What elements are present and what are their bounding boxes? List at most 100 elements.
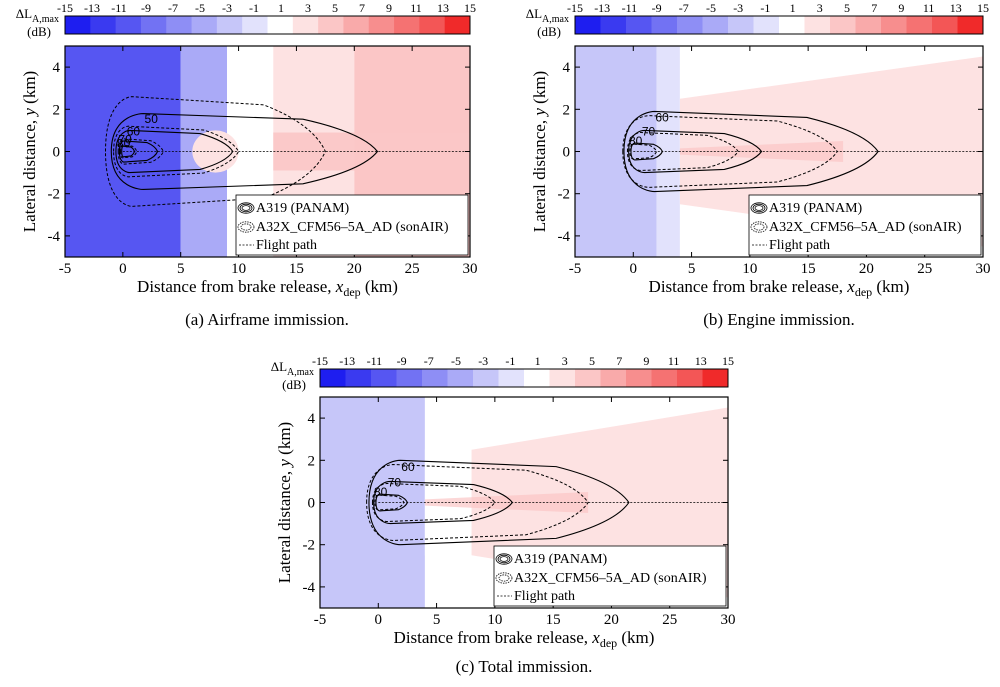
x-tick-label: 20 [859,261,874,277]
colorbar-tick-label: 13 [950,1,962,15]
colorbar-title: ΔLA,max [526,6,569,25]
colorbar-tick-label: -9 [141,1,151,15]
x-tick-label: 30 [976,261,991,277]
legend-swatch-panam [239,203,253,213]
y-axis-label: Lateral distance, y (km) [530,71,549,232]
y-tick-label: -4 [558,229,571,245]
colorbar-frame [319,368,729,388]
panel-caption: (c) Total immission. [456,657,593,676]
y-tick-label: -2 [558,187,571,203]
panel-caption: (a) Airframe immission. [185,310,349,329]
colorbar-tick-label: 15 [464,1,476,15]
colorbar-tick-label: 5 [844,1,850,15]
colorbar-bin [575,16,601,34]
colorbar-tick-label: -11 [622,1,638,15]
x-tick-label: 30 [463,261,478,277]
legend-swatch-panam [752,203,766,213]
colorbar-tick-label: -5 [451,354,461,368]
legend-entry-sonair: A32X_CFM56–5A_AD (sonAIR) [769,220,962,235]
contour-label: 80 [629,134,643,148]
colorbar-unit: (dB) [282,377,306,392]
colorbar-tick-label: -9 [397,354,407,368]
colorbar-tick-label: 3 [305,1,311,15]
sonair-contour [104,96,326,207]
legend-swatch-sonair [498,574,510,582]
sonair-contour [120,144,138,159]
colorbar-bin [368,16,395,34]
colorbar-bin [626,369,652,387]
legend-frame [748,194,982,256]
colorbar-tick-label: -9 [652,1,662,15]
colorbar-tick-label: 1 [790,1,796,15]
colorbar-tick-label: -7 [168,1,178,15]
colorbar-bin [957,16,984,34]
x-tick-label: -5 [314,612,327,628]
legend-swatch-panam [495,553,513,565]
legend-swatch-panam [497,554,511,564]
colorbar-bin [549,369,576,387]
colorbar-bin [216,16,243,34]
colorbar-bin [651,369,678,387]
colorbar-tick-label: -3 [733,1,743,15]
colorbar-tick-label: 11 [668,354,680,368]
y-tick-label: 4 [308,411,316,427]
colorbar-tick-label: -1 [249,1,259,15]
colorbar-bin [422,369,448,387]
colorbar-bin [728,16,754,34]
x-tick-label: -5 [569,261,582,277]
colorbar-tick-label: 3 [562,354,568,368]
colorbar-bin [90,16,117,34]
x-tick-label: 25 [662,612,677,628]
colorbar-bin [115,16,142,34]
colorbar-bin [804,16,831,34]
contour-label: 60 [655,110,669,124]
colorbar-tick-label: -15 [312,354,328,368]
colorbar-tick-label: -5 [706,1,716,15]
colorbar-tick-label: 7 [359,1,365,15]
sonair-contour [366,464,589,541]
x-axis-label: Distance from brake release, xdep (km) [649,277,910,299]
colorbar-bin [473,369,499,387]
y-tick-label: 2 [308,453,316,469]
panam-contour [118,140,159,163]
colorbar-bin [292,16,319,34]
colorbar-tick-label: 15 [977,1,989,15]
x-tick-label: 10 [487,612,502,628]
x-tick-label: -5 [59,261,72,277]
colorbar-tick-label: -1 [505,354,515,368]
colorbar-bin [677,369,703,387]
colorbar-bin [702,369,729,387]
y-tick-label: -2 [303,538,316,554]
panel-caption: (b) Engine immission. [703,310,855,329]
x-tick-label: 30 [721,612,736,628]
colorbar-bin [626,16,652,34]
legend-swatch-sonair [753,223,765,231]
legend-swatch-panam [754,205,764,211]
y-tick-label: 0 [53,145,61,161]
colorbar-bin [651,16,678,34]
x-tick-label: 15 [801,261,816,277]
chart-panel-2: -15 -13 -11 -9 -7 -5 -3 -1 1 3 5 7 9 11 13 15ΔLA,max(dB… [526,1,991,329]
y-axis-label: Lateral distance, y (km) [275,422,294,583]
colorbar-tick-label: -11 [367,354,383,368]
legend-entry-sonair: A32X_CFM56–5A_AD (sonAIR) [256,220,449,235]
field-band [424,491,589,514]
colorbar-tick-label: -5 [195,1,205,15]
contour-label: 80 [117,137,131,151]
x-tick-label: 20 [347,261,362,277]
legend-entry-flight-path: Flight path [514,589,575,604]
colorbar-tick-label: 9 [643,354,649,368]
colorbar-tick-label: 1 [535,354,541,368]
colorbar-tick-label: 5 [589,354,595,368]
legend-swatch-sonair [495,572,513,584]
colorbar-tick-label: 7 [616,354,622,368]
colorbar-bin [242,16,268,34]
y-tick-label: 4 [563,60,571,76]
colorbar-bin [524,369,550,387]
y-tick-label: -4 [48,229,61,245]
colorbar-tick-label: -3 [478,354,488,368]
y-tick-label: 2 [563,102,571,118]
panam-contour [623,110,879,193]
x-axis-label: Distance from brake release, xdep (km) [394,628,655,650]
